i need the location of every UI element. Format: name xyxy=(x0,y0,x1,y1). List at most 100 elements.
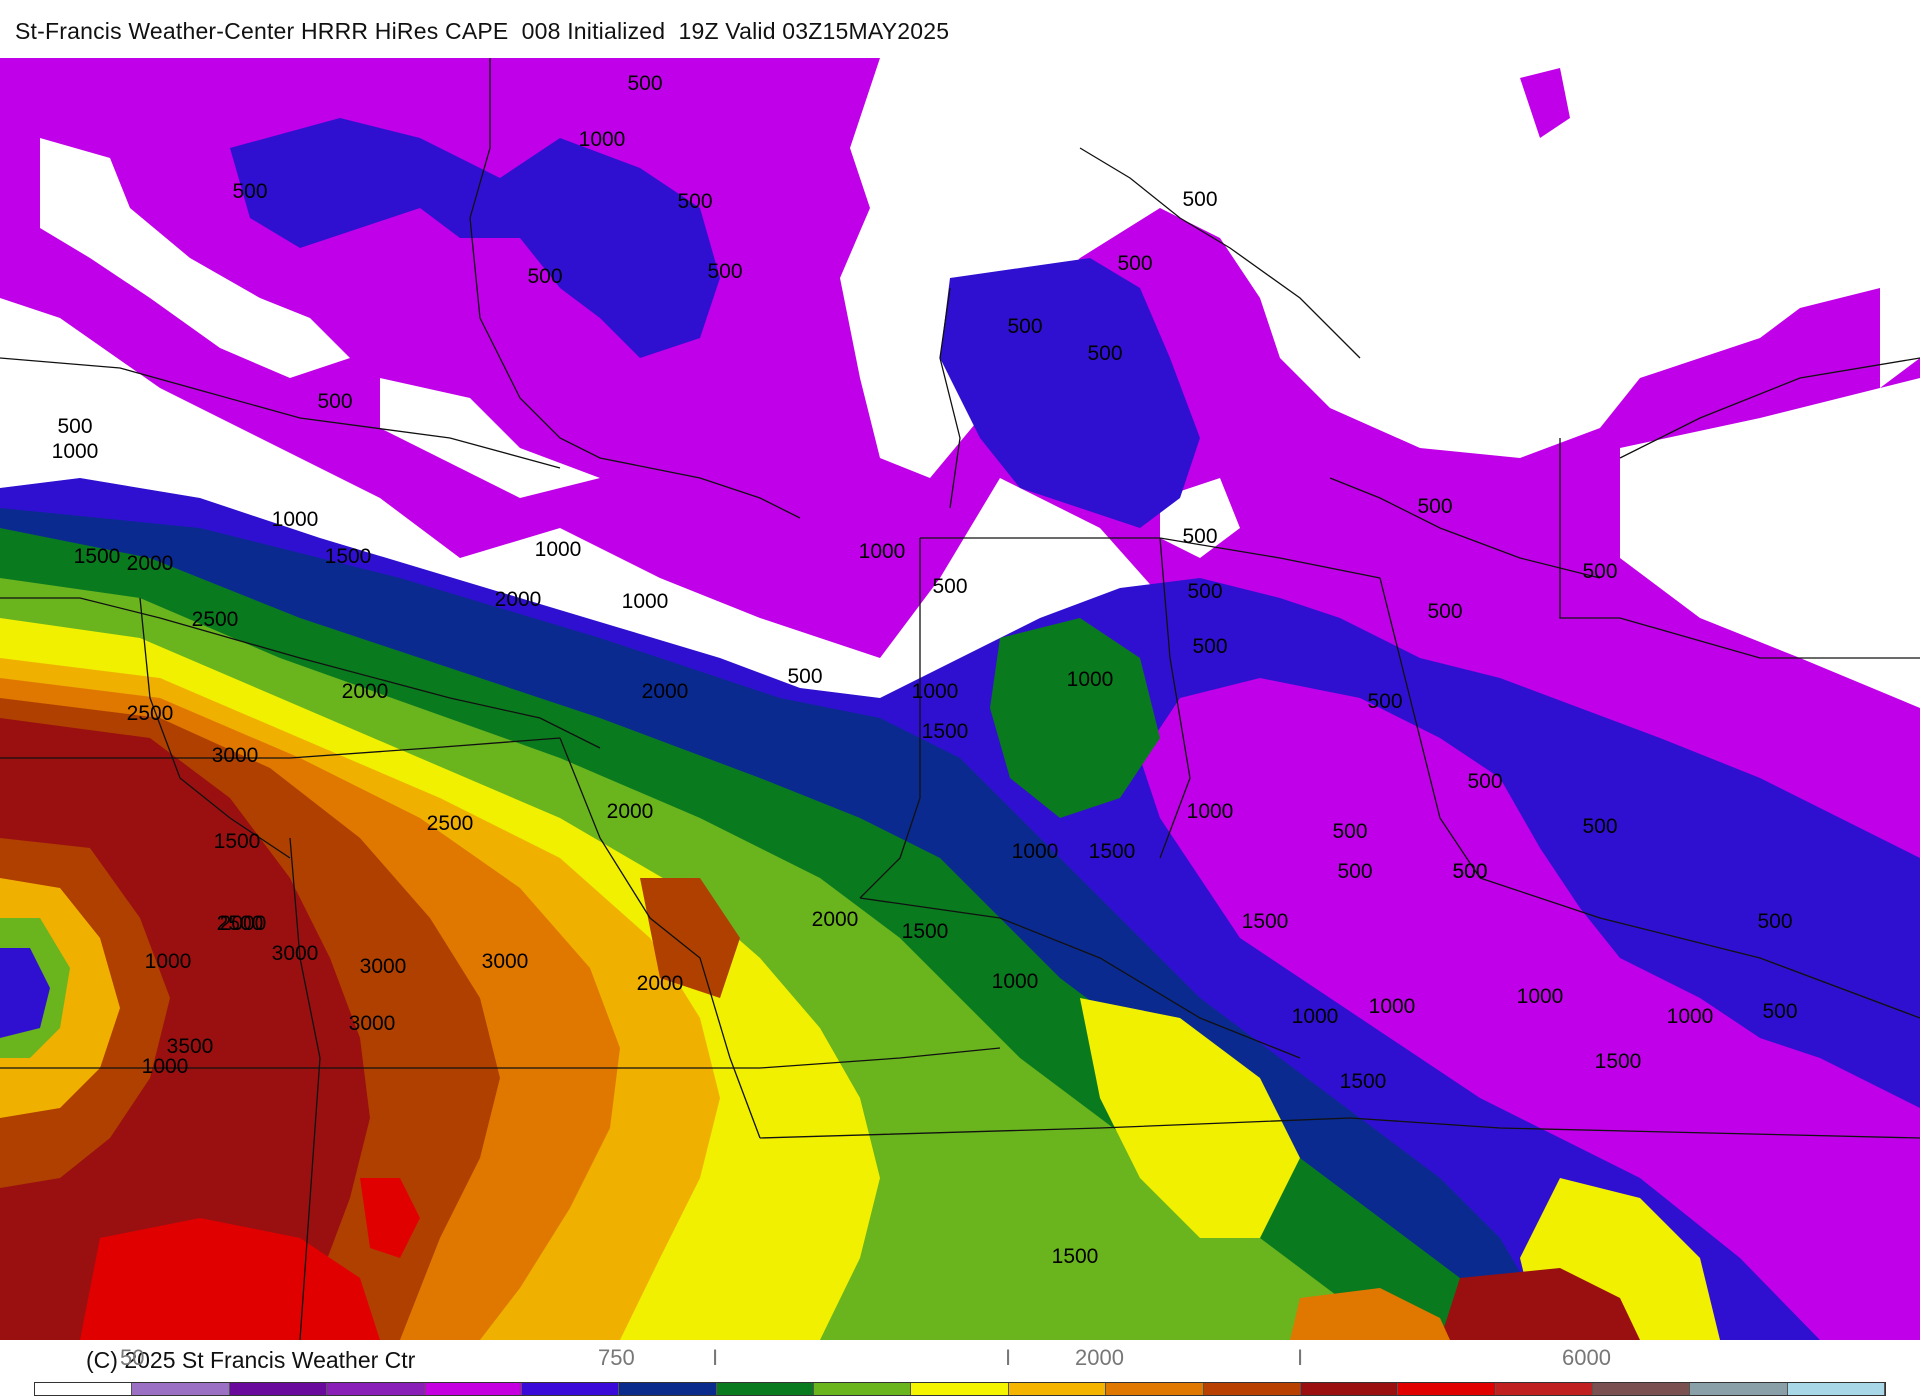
contour-label: 1500 xyxy=(1052,1245,1099,1268)
contour-label: 500 xyxy=(1007,315,1042,338)
contour-label: 1000 xyxy=(622,590,669,613)
contour-label: 1500 xyxy=(214,830,261,853)
contour-label: 2000 xyxy=(127,552,174,575)
contour-label: 3000 xyxy=(482,950,529,973)
legend-swatch xyxy=(1495,1383,1593,1395)
cape-region-magenta xyxy=(1140,678,1920,1340)
contour-label: 500 xyxy=(1762,1000,1797,1023)
contour-label: 3000 xyxy=(272,942,319,965)
contour-label: 500 xyxy=(1087,342,1122,365)
cape-region-none xyxy=(40,138,350,378)
cape-region-blue xyxy=(0,948,50,1038)
legend-swatch xyxy=(1106,1383,1204,1395)
cape-region-dark-red xyxy=(1440,1268,1640,1340)
border-line xyxy=(1159,537,1191,859)
contour-label: 500 xyxy=(932,575,967,598)
cape-region-none xyxy=(380,378,600,498)
legend-tick-label: 6000 xyxy=(1562,1345,1611,1370)
legend-swatch xyxy=(35,1383,133,1395)
border-line xyxy=(1559,438,1920,659)
contour-label: 500 xyxy=(677,190,712,213)
contour-label: 500 xyxy=(787,665,822,688)
legend-tick-label: I xyxy=(1297,1345,1304,1370)
legend-swatch xyxy=(1690,1383,1788,1395)
border-line xyxy=(0,737,561,759)
legend-tick-label: I xyxy=(1005,1345,1012,1370)
contour-label: 2000 xyxy=(220,912,267,935)
cape-region-magenta xyxy=(1520,68,1570,138)
contour-label: 1000 xyxy=(535,538,582,561)
border-line xyxy=(1079,147,1361,359)
contour-label: 2500 xyxy=(427,812,474,835)
contour-label: 2000 xyxy=(607,800,654,823)
border-line xyxy=(559,737,761,1139)
cape-map: 500 500 500 500 500 500 500 500 500 500 500 500 500 5… xyxy=(0,58,1920,1340)
contour-label: 1500 xyxy=(1595,1050,1642,1073)
contour-label: 500 xyxy=(1182,525,1217,548)
border-line xyxy=(0,1047,1001,1069)
cape-region-red xyxy=(80,1218,380,1340)
contour-label: 500 xyxy=(1452,860,1487,883)
cape-region-blue xyxy=(940,258,1200,528)
contour-label: 500 xyxy=(317,390,352,413)
legend-swatch xyxy=(1203,1383,1301,1395)
legend-swatch xyxy=(911,1383,1009,1395)
legend-tick-label: 50 xyxy=(120,1345,145,1370)
contour-label: 500 xyxy=(1582,815,1617,838)
legend-swatch xyxy=(1593,1383,1691,1395)
contour-label: 1000 xyxy=(859,540,906,563)
contour-label: 500 xyxy=(1582,560,1617,583)
border-line xyxy=(1479,877,1920,1019)
legend-swatch xyxy=(716,1383,814,1395)
cape-region-red xyxy=(360,1178,420,1258)
contour-label: 1000 xyxy=(992,970,1039,993)
contour-label: 3000 xyxy=(360,955,407,978)
contour-label: 500 xyxy=(707,260,742,283)
cape-region-dark-green xyxy=(990,618,1160,818)
contour-label: 1000 xyxy=(1012,840,1059,863)
cape-region-brown xyxy=(640,878,740,998)
border-line xyxy=(469,58,801,519)
contour-label: 1000 xyxy=(1187,800,1234,823)
cape-region-none xyxy=(370,58,1920,478)
contour-label: 2500 xyxy=(217,912,264,935)
border-line xyxy=(759,1117,1920,1139)
legend-swatch xyxy=(424,1383,522,1395)
contour-label: 500 xyxy=(232,180,267,203)
contour-label: 1000 xyxy=(1292,1005,1339,1028)
contour-label: 500 xyxy=(527,265,562,288)
legend-swatch xyxy=(1300,1383,1399,1395)
contour-label: 3500 xyxy=(167,1035,214,1058)
contour-label: 500 xyxy=(1187,580,1222,603)
border-line xyxy=(1379,577,1481,879)
contour-label: 500 xyxy=(1332,820,1367,843)
legend-swatch xyxy=(229,1383,328,1395)
legend-tick-label: 2000 xyxy=(1075,1345,1124,1370)
contour-label: 1500 xyxy=(1340,1070,1387,1093)
contour-label: 2000 xyxy=(637,972,684,995)
contour-label: 2000 xyxy=(495,588,542,611)
contour-label: 500 xyxy=(1192,635,1227,658)
contour-label: 2000 xyxy=(342,680,389,703)
contour-label: 500 xyxy=(1467,770,1502,793)
contour-label: 2500 xyxy=(127,702,174,725)
contour-label: 500 xyxy=(1337,860,1372,883)
contour-labels: 500 500 500 500 500 500 500 500 500 500 500 500 500 5… xyxy=(52,72,1798,1268)
cape-region-none xyxy=(1620,378,1920,708)
contour-label: 1500 xyxy=(325,545,372,568)
contour-label: 500 xyxy=(1117,252,1152,275)
contour-label: 1000 xyxy=(142,1055,189,1078)
legend-swatch xyxy=(619,1383,717,1395)
color-legend-bar xyxy=(34,1382,1886,1396)
contour-label: 1000 xyxy=(1067,668,1114,691)
contour-label: 500 xyxy=(57,415,92,438)
legend-swatch xyxy=(1008,1383,1107,1395)
cape-region-blue xyxy=(230,118,720,358)
border-line xyxy=(1619,357,1920,459)
contour-label: 500 xyxy=(627,72,662,95)
contour-label: 500 xyxy=(1417,495,1452,518)
border-line xyxy=(939,287,961,509)
cape-shaded-field xyxy=(0,58,1920,1340)
contour-label: 2500 xyxy=(192,608,239,631)
legend-tick-label: I xyxy=(712,1345,719,1370)
